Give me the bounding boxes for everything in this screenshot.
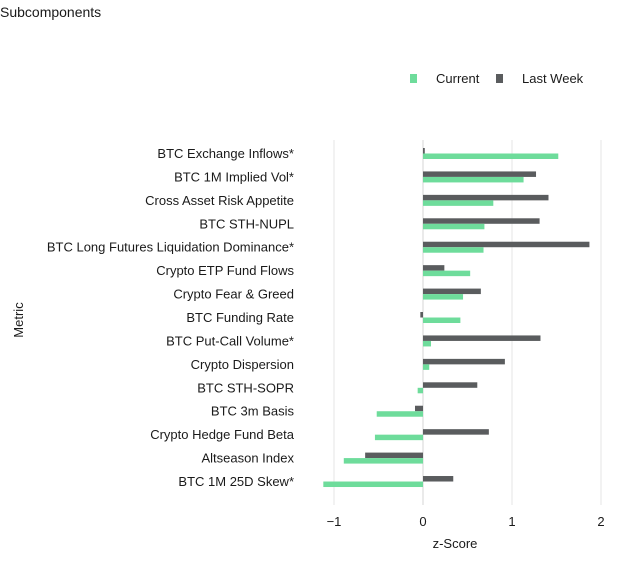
category-label: Crypto Hedge Fund Beta: [150, 427, 295, 442]
bar-current: [423, 270, 471, 277]
bar-current: [323, 481, 423, 488]
category-label: Altseason Index: [201, 451, 294, 466]
category-label: Crypto ETP Fund Flows: [156, 263, 294, 278]
category-label: BTC Long Futures Liquidation Dominance*: [47, 240, 294, 255]
bars: [323, 148, 590, 488]
bar-last-week: [423, 358, 505, 365]
x-axis-title: z-Score: [433, 536, 478, 551]
category-label: BTC STH-SOPR: [197, 380, 294, 395]
category-label: BTC Exchange Inflows*: [157, 146, 294, 161]
bar-last-week: [423, 218, 540, 224]
bar-current: [423, 247, 484, 253]
bar-current: [423, 153, 559, 159]
category-labels: BTC Exchange Inflows* BTC 1M Implied Vol*…: [47, 146, 295, 489]
bar-last-week: [423, 148, 425, 154]
bar-current: [417, 387, 423, 394]
category-label: BTC Put-Call Volume*: [166, 333, 294, 348]
bar-last-week: [414, 405, 423, 412]
category-label: BTC 1M 25D Skew*: [178, 474, 294, 489]
bar-current: [423, 364, 430, 370]
bar-last-week: [423, 335, 541, 341]
bar-current: [423, 200, 494, 206]
category-label: BTC Funding Rate: [186, 310, 294, 325]
legend-swatch-last-week: [496, 74, 503, 83]
x-tick-label: −1: [327, 514, 342, 529]
x-tick-label: 2: [597, 514, 604, 529]
bar-last-week: [423, 382, 478, 388]
y-axis-title: Metric: [11, 302, 26, 338]
legend-swatch-current: [410, 74, 417, 83]
bar-current: [423, 223, 485, 230]
bar-current: [343, 458, 423, 464]
bar-last-week: [420, 312, 423, 318]
bar-current: [374, 434, 423, 441]
grid-lines: [333, 140, 602, 505]
bar-last-week: [423, 476, 454, 482]
category-label: BTC 1M Implied Vol*: [174, 169, 294, 184]
bar-current: [423, 340, 432, 347]
bar-last-week: [423, 288, 481, 295]
category-label: Crypto Fear & Greed: [173, 287, 294, 302]
legend-label-current: Current: [436, 71, 480, 86]
bar-last-week: [423, 241, 590, 248]
bar-last-week: [423, 194, 549, 201]
bar-last-week: [423, 265, 445, 271]
bar-last-week: [365, 452, 423, 459]
legend: Current Last Week: [410, 71, 584, 86]
x-tick-label: 1: [508, 514, 515, 529]
bar-current: [376, 411, 423, 417]
bar-last-week: [423, 429, 489, 435]
category-label: BTC STH-NUPL: [199, 216, 294, 231]
bar-current: [423, 317, 461, 324]
bar-current: [423, 294, 464, 300]
x-tick-labels: −1 0 1 2: [327, 514, 605, 529]
bar-current: [423, 176, 524, 183]
chart-title: Subcomponents: [0, 4, 102, 20]
legend-label-last-week: Last Week: [522, 71, 584, 86]
bar-last-week: [423, 171, 537, 177]
category-label: BTC 3m Basis: [211, 404, 295, 419]
x-tick-label: 0: [419, 514, 426, 529]
category-label: Cross Asset Risk Appetite: [145, 193, 294, 208]
category-label: Crypto Dispersion: [191, 357, 294, 372]
